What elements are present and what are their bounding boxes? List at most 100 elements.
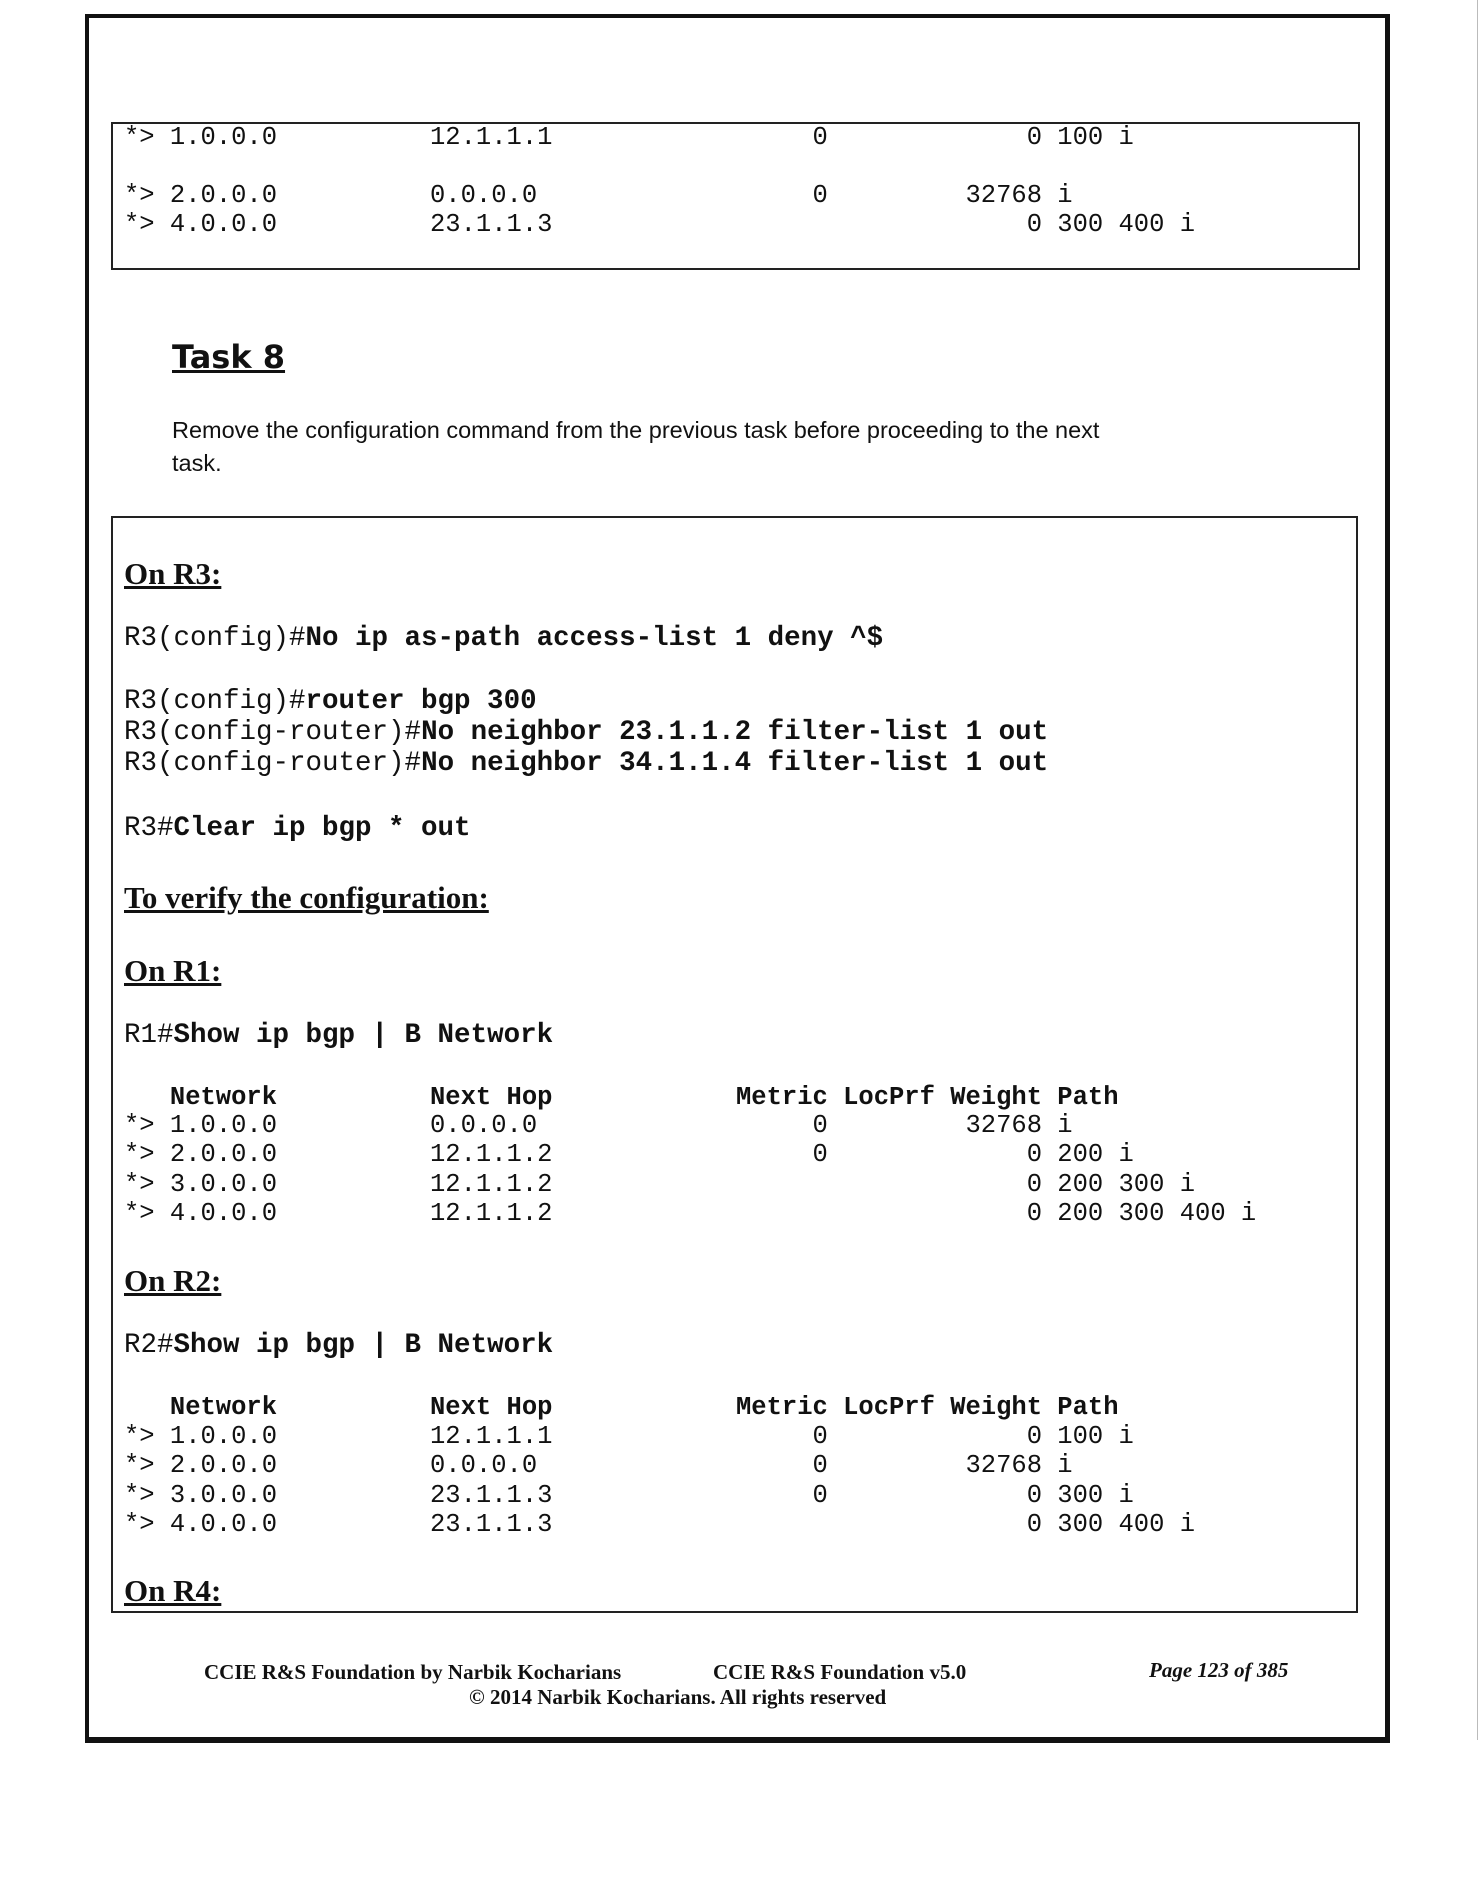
prompt: R3# [124, 813, 174, 844]
prompt: R1# [124, 1020, 174, 1051]
command: No neighbor 34.1.1.4 filter-list 1 out [421, 748, 1049, 779]
cell-path: 300 400 i [1057, 1509, 1196, 1539]
cell-metric: 0 [812, 1422, 828, 1451]
header-network: Network [169, 1393, 278, 1422]
cell-path: 100 i [1057, 123, 1134, 152]
cell-network: *> 2.0.0.0 [124, 1451, 278, 1481]
task-description-line2: task. [172, 450, 222, 476]
task-title: Task 8 [172, 338, 286, 376]
prompt: R2# [124, 1330, 174, 1361]
heading-verify: To verify the configuration: [124, 880, 489, 915]
r1-command-line: R1#Show ip bgp | B Network [124, 1020, 553, 1051]
cell-path: 300 i [1057, 1480, 1134, 1510]
cell-network: *> 1.0.0.0 [124, 1111, 278, 1140]
cell-path: i [1057, 1111, 1073, 1140]
cell-weight: 0 [1026, 1480, 1042, 1510]
cell-weight: 0 [1026, 1509, 1042, 1539]
command-line: R3(config-router)#No neighbor 34.1.1.4 f… [124, 748, 1048, 779]
cell-path: 200 300 i [1057, 1169, 1196, 1199]
cell-network: *> 4.0.0.0 [124, 1198, 278, 1228]
cell-network: *> 2.0.0.0 [124, 181, 278, 210]
page-frame [85, 14, 1390, 1743]
previous-output-box [111, 122, 1360, 270]
cell-metric: 0 [812, 1111, 828, 1140]
cell-weight: 0 [1026, 1140, 1042, 1170]
cell-next-hop: 12.1.1.2 [430, 1198, 553, 1228]
task-description-line1: Remove the configuration command from th… [172, 417, 1100, 443]
heading-on-r1: On R1: [124, 953, 222, 988]
header-metric: Metric [736, 1083, 828, 1112]
page-edge-divider [1477, 0, 1478, 1740]
header-path: Path [1057, 1393, 1119, 1422]
prompt: R3(config)# [124, 686, 306, 717]
cell-path: 100 i [1057, 1422, 1134, 1451]
cell-weight: 0 [1026, 1198, 1042, 1228]
prompt: R3(config)# [124, 623, 306, 654]
cell-next-hop: 12.1.1.2 [430, 1169, 553, 1199]
cell-next-hop: 12.1.1.2 [430, 1140, 553, 1170]
cell-metric: 0 [812, 1451, 828, 1481]
command-line: R3#Clear ip bgp * out [124, 813, 471, 844]
cell-weight: 0 [1026, 1169, 1042, 1199]
command: Show ip bgp | B Network [173, 1020, 554, 1051]
cell-metric: 0 [812, 1140, 828, 1170]
cell-network: *> 4.0.0.0 [124, 210, 278, 239]
cell-next-hop: 23.1.1.3 [430, 1509, 553, 1539]
command: Show ip bgp | B Network [173, 1330, 554, 1361]
heading-on-r4: On R4: [124, 1573, 222, 1608]
header-metric: Metric [736, 1393, 828, 1422]
cell-network: *> 4.0.0.0 [124, 1509, 278, 1539]
cell-path: 200 i [1057, 1140, 1134, 1170]
command-line: R3(config)#router bgp 300 [124, 686, 537, 717]
footer-center: CCIE R&S Foundation v5.0 [713, 1660, 967, 1684]
header-weight: Weight [950, 1393, 1043, 1422]
cell-network: *> 2.0.0.0 [124, 1140, 278, 1170]
command: Clear ip bgp * out [173, 813, 471, 844]
cell-weight: 0 [1026, 1422, 1042, 1451]
command-line: R3(config)#No ip as-path access-list 1 d… [124, 623, 883, 654]
cell-path: i [1057, 181, 1073, 210]
header-path: Path [1057, 1083, 1119, 1112]
command: No neighbor 23.1.1.2 filter-list 1 out [421, 717, 1049, 748]
command-line: R3(config-router)#No neighbor 23.1.1.2 f… [124, 717, 1048, 748]
cell-next-hop: 0.0.0.0 [430, 1451, 538, 1481]
cell-network: *> 1.0.0.0 [124, 123, 278, 152]
cell-next-hop: 0.0.0.0 [430, 1111, 538, 1140]
cell-next-hop: 12.1.1.1 [430, 1422, 553, 1451]
cell-weight: 32768 [965, 181, 1042, 210]
command: router bgp 300 [305, 686, 537, 717]
cell-path: 300 400 i [1057, 210, 1196, 239]
cell-metric: 0 [812, 1480, 828, 1510]
prompt: R3(config-router)# [124, 748, 422, 779]
header-locprf: LocPrf [843, 1393, 935, 1422]
cell-network: *> 3.0.0.0 [124, 1169, 278, 1199]
cell-weight: 0 [1026, 123, 1042, 152]
cell-weight: 32768 [965, 1451, 1042, 1481]
footer-left: CCIE R&S Foundation by Narbik Kocharians [204, 1660, 622, 1684]
cell-path: 200 300 400 i [1057, 1198, 1257, 1228]
footer-page-number: Page 123 of 385 [1149, 1658, 1289, 1682]
r2-command-line: R2#Show ip bgp | B Network [124, 1330, 553, 1361]
cell-next-hop: 12.1.1.1 [430, 123, 553, 152]
heading-on-r3: On R3: [124, 556, 222, 591]
cell-path: i [1057, 1451, 1073, 1481]
cell-network: *> 1.0.0.0 [124, 1422, 278, 1451]
footer-copyright: © 2014 Narbik Kocharians. All rights res… [469, 1685, 887, 1709]
command: No ip as-path access-list 1 deny ^$ [305, 623, 884, 654]
cell-network: *> 3.0.0.0 [124, 1480, 278, 1510]
cell-next-hop: 23.1.1.3 [430, 210, 553, 239]
cell-next-hop: 0.0.0.0 [430, 181, 538, 210]
header-locprf: LocPrf [843, 1083, 935, 1112]
cell-next-hop: 23.1.1.3 [430, 1480, 553, 1510]
cell-metric: 0 [812, 181, 828, 210]
cell-weight: 32768 [965, 1111, 1042, 1140]
prompt: R3(config-router)# [124, 717, 422, 748]
header-next-hop: Next Hop [430, 1083, 553, 1112]
solution-box [111, 516, 1358, 1613]
cell-metric: 0 [812, 123, 828, 152]
header-next-hop: Next Hop [430, 1393, 553, 1422]
cell-weight: 0 [1026, 210, 1042, 239]
header-weight: Weight [950, 1083, 1043, 1112]
heading-on-r2: On R2: [124, 1263, 222, 1298]
header-network: Network [169, 1083, 278, 1112]
